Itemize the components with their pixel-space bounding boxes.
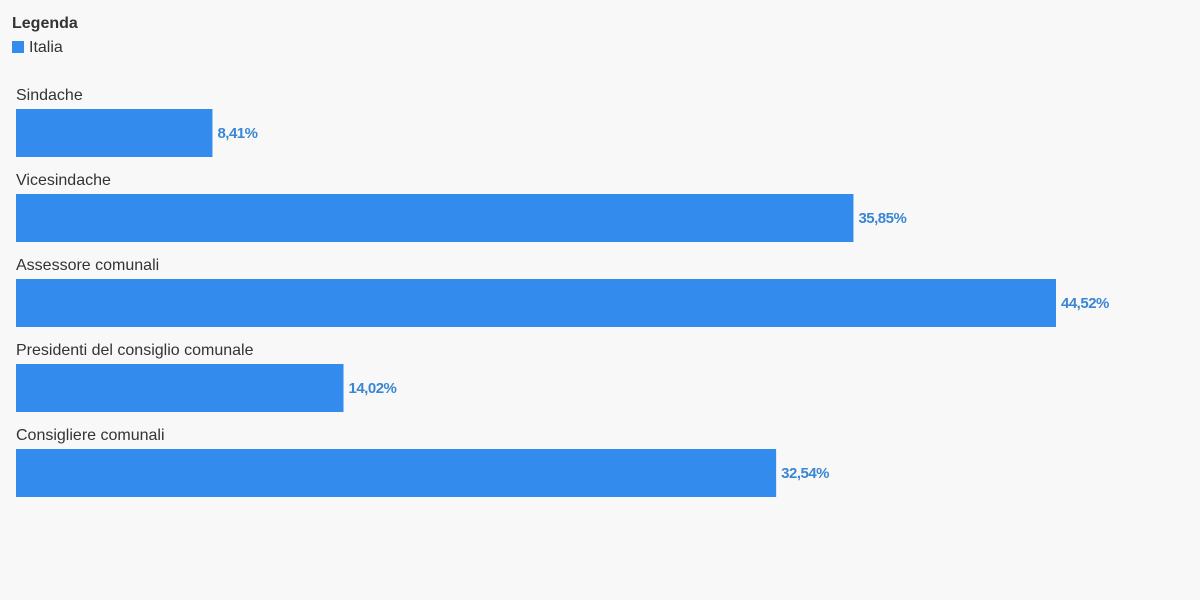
legend-title: Legenda: [12, 15, 78, 32]
bar: [16, 449, 777, 497]
value-label: 8,41%: [217, 125, 257, 142]
legend-swatch: [12, 41, 24, 53]
category-label: Presidenti del consiglio comunale: [16, 342, 254, 359]
legend-label: Italia: [29, 39, 63, 56]
bar: [16, 194, 854, 242]
value-label: 14,02%: [349, 380, 397, 397]
bar: [16, 279, 1056, 327]
bar: [16, 109, 213, 157]
value-label: 32,54%: [781, 465, 829, 482]
value-label: 35,85%: [858, 210, 906, 227]
category-label: Vicesindache: [16, 172, 111, 189]
category-label: Sindache: [16, 87, 83, 104]
bar: [16, 364, 344, 412]
value-label: 44,52%: [1061, 295, 1109, 312]
category-label: Assessore comunali: [16, 257, 159, 274]
category-label: Consigliere comunali: [16, 427, 165, 444]
